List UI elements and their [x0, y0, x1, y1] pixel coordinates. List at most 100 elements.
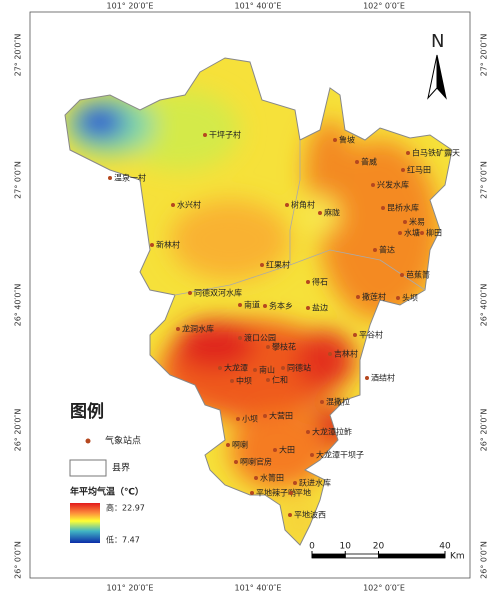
station-dot: [188, 291, 192, 295]
station-dot: [353, 333, 357, 337]
station-dot: [260, 263, 264, 267]
station-label: 啊喇官房: [240, 457, 272, 467]
station-dot: [356, 295, 360, 299]
station-label: 得石: [312, 277, 328, 287]
frame: [29, 11, 471, 579]
station-dot: [400, 273, 404, 277]
station-dot: [253, 368, 257, 372]
station-dot: [238, 336, 242, 340]
top-coord: 101° 20′0″E: [107, 2, 154, 11]
station-label: 麻陇: [324, 208, 340, 218]
county-line: [174, 249, 426, 296]
county-line: [289, 140, 301, 265]
station-label: 普威: [361, 157, 377, 167]
station-dot: [328, 352, 332, 356]
left-coord: 26° 20′0″N: [14, 409, 23, 452]
station-label: 柳田: [426, 228, 442, 238]
station-dot: [226, 443, 230, 447]
station-label: 中坝: [236, 376, 252, 386]
station-label: 新林村: [156, 240, 180, 250]
north-label: N: [431, 31, 444, 52]
station-dot: [285, 203, 289, 207]
scale-segment: [344, 553, 379, 559]
station-dot: [306, 280, 310, 284]
station-dot: [266, 378, 270, 382]
legend-high: 高：22.97: [106, 503, 145, 513]
right-coord: 27° 20′0″N: [480, 34, 489, 77]
station-label: 鲁坡: [339, 135, 355, 145]
left-coord: 26° 0′0″N: [14, 541, 23, 579]
station-dot: [318, 211, 322, 215]
station-label: 大龙潭拉鲊: [312, 427, 352, 437]
station-dot: [373, 248, 377, 252]
station-dot: [238, 303, 242, 307]
station-label: 平地辣子哨: [256, 488, 296, 498]
station-dot: [203, 133, 207, 137]
station-dot: [263, 304, 267, 308]
station-dot: [171, 203, 175, 207]
station-dot: [250, 491, 254, 495]
legend-title: 图例: [70, 401, 104, 422]
station-label: 平地波西: [294, 510, 326, 520]
station-label: 头坝: [402, 293, 418, 303]
station-label: 树角村: [291, 200, 315, 210]
station-label: 务本乡: [269, 301, 293, 311]
scale-label: 0: [309, 542, 315, 552]
station-label: 普达: [379, 245, 395, 255]
station-dot: [403, 220, 407, 224]
station-dot: [176, 327, 180, 331]
station-label: 大营田: [269, 411, 293, 421]
station-dot: [236, 417, 240, 421]
legend-boundary: 县界: [112, 463, 130, 474]
scale-label: 40: [439, 542, 451, 552]
right-coord: 26° 40′0″N: [480, 284, 489, 327]
station-label: 混撒拉: [326, 397, 350, 407]
station-label: 南道: [244, 300, 260, 310]
station-dot: [420, 231, 424, 235]
station-label: 白马铁矿露天: [412, 148, 460, 158]
scale-unit: Km: [450, 552, 465, 562]
station-dot: [333, 138, 337, 142]
station-dot: [406, 151, 410, 155]
station-dot: [108, 176, 112, 180]
right-coord: 26° 20′0″N: [480, 409, 489, 452]
station-label: 水塘: [404, 228, 420, 238]
station-dot: [396, 296, 400, 300]
station-dot: [273, 448, 277, 452]
station-label: 南山: [259, 365, 275, 375]
station-dot: [293, 481, 297, 485]
left-coord: 27° 0′0″N: [14, 161, 23, 199]
coordinates: 101° 20′0″E 101° 40′0″E 102° 0′0″E 101° 20′…: [14, 2, 489, 593]
station-label: 温泉一村: [114, 173, 146, 183]
station-dot: [398, 231, 402, 235]
station-dot: [234, 460, 238, 464]
station-label: 攀枝花: [272, 342, 296, 352]
station-label: 渡口公园: [244, 333, 276, 343]
station-dot: [365, 376, 369, 380]
bottom-coord: 102° 0′0″E: [363, 584, 405, 593]
legend: 图例 气象站点 县界 年平均气温（℃） 高：22.97 低：7.47: [69, 401, 145, 545]
station-label: 水箐田: [260, 473, 284, 483]
station-label: 红马田: [407, 165, 431, 175]
station-dot: [150, 243, 154, 247]
left-coord: 27° 20′0″N: [14, 34, 23, 77]
station-dot: [371, 183, 375, 187]
station-label: 同德双河水库: [194, 288, 242, 298]
station-dot: [281, 366, 285, 370]
station-label: 同德站: [287, 363, 311, 373]
station-dot: [306, 430, 310, 434]
station-label: 吉林村: [334, 349, 358, 359]
legend-temp-title: 年平均气温（℃）: [70, 486, 144, 498]
station-label: 跃进水库: [299, 478, 331, 488]
legend-station-symbol: [85, 438, 91, 444]
legend-low: 低：7.47: [106, 535, 140, 545]
station-label: 撒莲村: [362, 292, 386, 302]
scale-segment: [311, 553, 346, 559]
station-label: 米易: [409, 217, 425, 227]
station-label: 大龙潭: [224, 363, 248, 373]
station-dot: [401, 168, 405, 172]
station-label: 昆桥水库: [387, 203, 419, 213]
station-label: 酒结村: [371, 373, 395, 383]
station-label: 水兴村: [177, 200, 201, 210]
